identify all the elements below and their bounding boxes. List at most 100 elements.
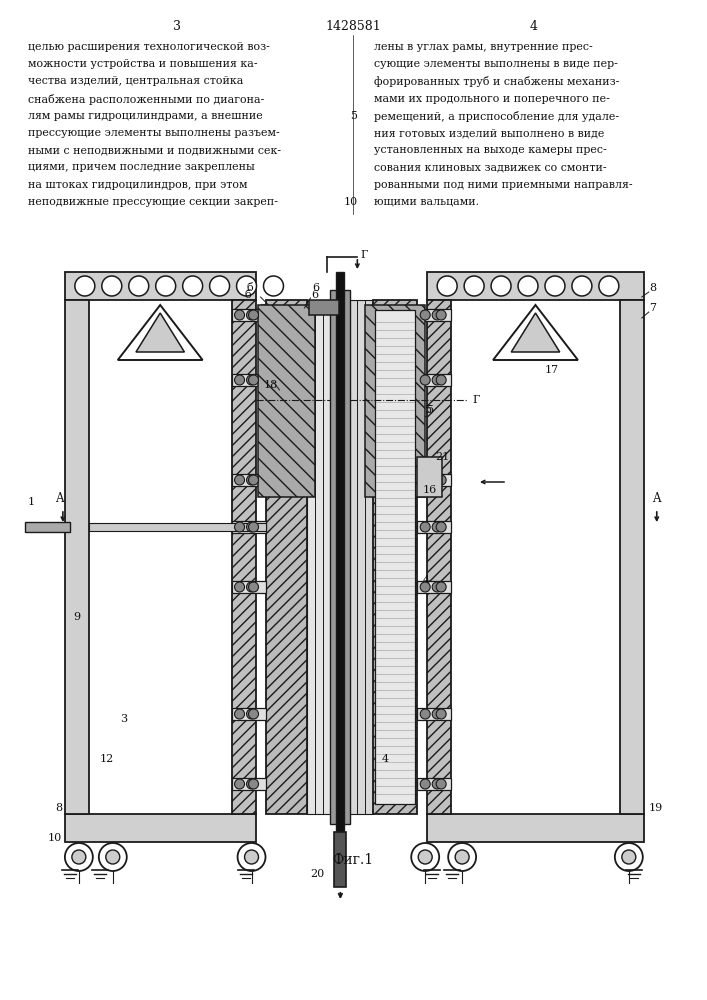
Bar xyxy=(417,708,451,720)
Text: 5: 5 xyxy=(351,111,357,121)
Bar xyxy=(427,300,451,814)
Text: неподвижные прессующие секции закреп-: неподвижные прессующие секции закреп- xyxy=(28,197,278,207)
Circle shape xyxy=(432,522,442,532)
Circle shape xyxy=(247,522,257,532)
Circle shape xyxy=(99,843,127,871)
Circle shape xyxy=(572,276,592,296)
Text: 6: 6 xyxy=(311,290,319,300)
Circle shape xyxy=(247,310,257,320)
Text: снабжена расположенными по диагона-: снабжена расположенными по диагона- xyxy=(28,94,264,105)
Text: 7: 7 xyxy=(649,303,656,313)
Text: 8: 8 xyxy=(649,283,656,293)
Text: A: A xyxy=(652,492,660,505)
Circle shape xyxy=(420,310,430,320)
Bar xyxy=(620,300,644,814)
Bar xyxy=(266,300,308,814)
Circle shape xyxy=(420,375,430,385)
Text: 5: 5 xyxy=(427,405,434,415)
Circle shape xyxy=(411,843,439,871)
Text: сующие элементы выполнены в виде пер-: сующие элементы выполнены в виде пер- xyxy=(374,59,618,69)
Circle shape xyxy=(545,276,565,296)
Bar xyxy=(232,708,266,720)
Circle shape xyxy=(249,475,259,485)
Text: чества изделий, центральная стойка: чества изделий, центральная стойка xyxy=(28,76,243,86)
Circle shape xyxy=(432,709,442,719)
Text: прессующие элементы выполнены разъем-: прессующие элементы выполнены разъем- xyxy=(28,128,280,138)
Circle shape xyxy=(235,475,245,485)
Circle shape xyxy=(436,582,446,592)
Bar xyxy=(427,272,644,300)
Text: 9: 9 xyxy=(73,612,80,622)
Circle shape xyxy=(235,709,245,719)
Bar xyxy=(337,272,344,862)
Bar xyxy=(232,521,266,533)
Circle shape xyxy=(102,276,122,296)
Circle shape xyxy=(249,310,259,320)
Bar xyxy=(232,778,266,790)
Bar xyxy=(89,523,266,531)
Text: установленных на выходе камеры прес-: установленных на выходе камеры прес- xyxy=(374,145,607,155)
Circle shape xyxy=(235,582,245,592)
Polygon shape xyxy=(493,305,578,360)
Text: ремещений, а приспособление для удале-: ремещений, а приспособление для удале- xyxy=(374,111,619,122)
Bar xyxy=(417,457,442,497)
Bar xyxy=(375,310,415,804)
Bar xyxy=(257,305,315,497)
Circle shape xyxy=(209,276,230,296)
Circle shape xyxy=(238,843,266,871)
Text: целью расширения технологической воз-: целью расширения технологической воз- xyxy=(28,42,270,52)
Circle shape xyxy=(464,276,484,296)
Bar xyxy=(417,581,451,593)
Text: A: A xyxy=(55,492,64,505)
Circle shape xyxy=(437,276,457,296)
Circle shape xyxy=(247,709,257,719)
Circle shape xyxy=(420,779,430,789)
Text: 8: 8 xyxy=(54,803,62,813)
Bar xyxy=(308,300,340,814)
Circle shape xyxy=(106,850,119,864)
Circle shape xyxy=(518,276,538,296)
Text: 12: 12 xyxy=(100,754,114,764)
Circle shape xyxy=(65,843,93,871)
Text: Фиг.1: Фиг.1 xyxy=(332,853,373,867)
Polygon shape xyxy=(136,313,185,352)
Bar xyxy=(310,300,339,315)
Text: 4: 4 xyxy=(530,20,538,33)
Circle shape xyxy=(491,276,511,296)
Text: 3: 3 xyxy=(119,714,127,724)
Text: 3: 3 xyxy=(173,20,181,33)
Text: б: б xyxy=(245,290,252,300)
Circle shape xyxy=(249,709,259,719)
Circle shape xyxy=(249,779,259,789)
Text: 21: 21 xyxy=(436,452,450,462)
Bar xyxy=(65,272,255,300)
Bar xyxy=(366,305,425,497)
Circle shape xyxy=(599,276,619,296)
Bar xyxy=(25,522,70,532)
Text: 10: 10 xyxy=(343,197,357,207)
Text: на штоках гидроцилиндров, при этом: на штоках гидроцилиндров, при этом xyxy=(28,180,247,190)
Circle shape xyxy=(436,522,446,532)
Text: 5: 5 xyxy=(425,405,432,415)
Circle shape xyxy=(247,475,257,485)
Circle shape xyxy=(156,276,175,296)
Bar xyxy=(417,521,451,533)
Circle shape xyxy=(419,850,432,864)
Circle shape xyxy=(432,582,442,592)
Bar xyxy=(232,309,266,321)
Bar xyxy=(373,300,417,814)
Circle shape xyxy=(436,779,446,789)
Text: Г: Г xyxy=(472,395,479,405)
Circle shape xyxy=(182,276,203,296)
Bar xyxy=(334,832,346,887)
Text: б: б xyxy=(247,283,254,293)
Circle shape xyxy=(247,375,257,385)
Text: мами их продольного и поперечного пе-: мами их продольного и поперечного пе- xyxy=(374,94,610,104)
Circle shape xyxy=(432,475,442,485)
Bar xyxy=(417,374,451,386)
Text: 18: 18 xyxy=(264,380,278,390)
Circle shape xyxy=(420,582,430,592)
Text: Г: Г xyxy=(361,250,368,260)
Text: 1: 1 xyxy=(28,497,35,507)
Circle shape xyxy=(264,276,284,296)
